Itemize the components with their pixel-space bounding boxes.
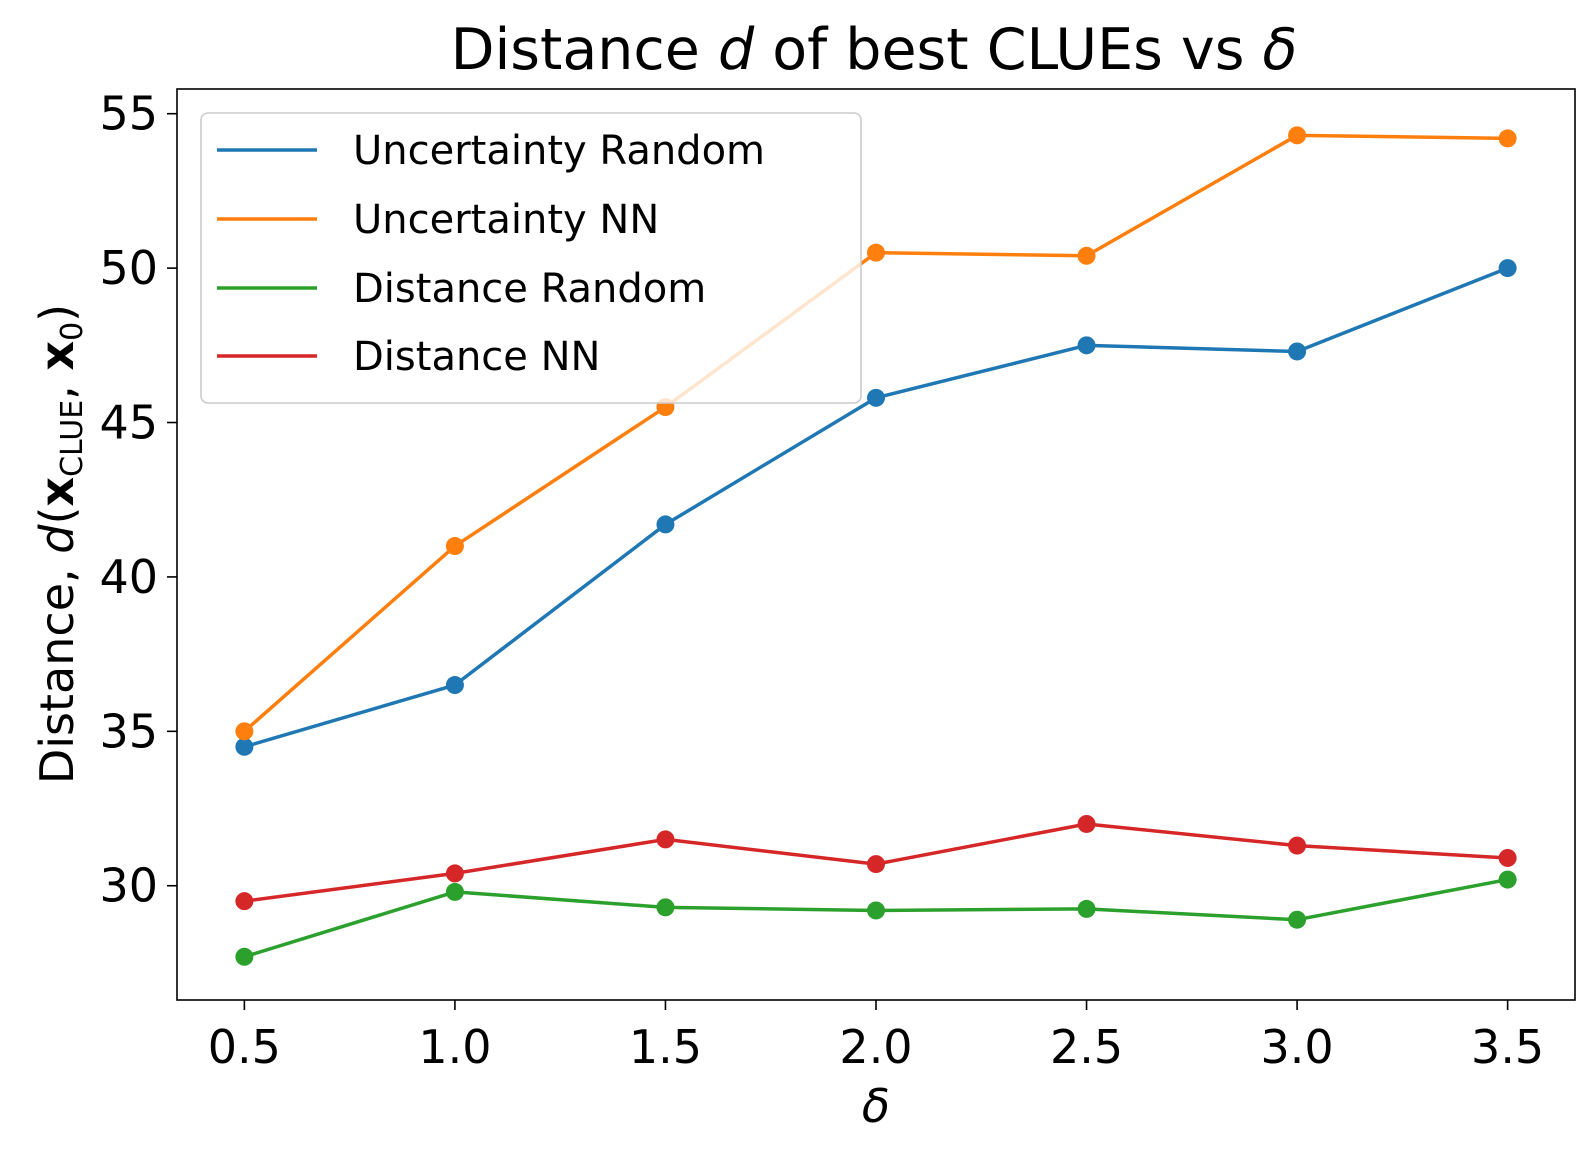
y-tick-label: 50 [99,241,158,295]
data-point [1077,246,1096,265]
data-point [1077,336,1096,355]
data-point [1288,342,1307,361]
legend-entry-distance-nn: Distance NN [217,334,600,380]
y-axis-label: Distance, d(xCLUE, x0) [30,304,90,784]
y-tick-label: 45 [99,396,158,450]
data-point [1498,848,1517,867]
data-point [445,882,464,901]
data-point [235,947,254,966]
data-point [445,676,464,695]
x-tick-label: 3.5 [1471,1020,1544,1074]
data-point [235,892,254,911]
y-tick-label: 35 [99,704,158,758]
data-point [1077,899,1096,918]
data-point [1288,126,1307,145]
legend-box [200,112,862,404]
data-point [445,864,464,883]
y-tick-label: 55 [99,87,158,141]
x-tick-label: 1.0 [418,1020,491,1074]
x-axis-label: δ [862,1079,890,1133]
data-point [235,722,254,741]
x-axis: 0.5 1.0 1.5 2.0 2.5 3.0 3.5 [208,1000,1544,1074]
series-layer [235,126,1517,966]
legend: Uncertainty Random Uncertainty NN Distan… [200,112,862,404]
data-point [445,537,464,556]
x-tick-label: 1.5 [629,1020,702,1074]
data-point [1498,129,1517,148]
legend-entry-uncertainty-random: Uncertainty Random [217,128,765,174]
data-point [235,737,254,756]
chart-title: Distance d of best CLUEs vs δ [451,17,1298,83]
x-tick-label: 2.5 [1050,1020,1123,1074]
legend-entry-distance-random: Distance Random [217,266,706,312]
plot-frame [176,88,1576,1001]
legend-label: Distance NN [353,334,600,380]
x-tick-label: 0.5 [208,1020,281,1074]
x-tick-label: 3.0 [1261,1020,1334,1074]
x-tick-label: 2.0 [839,1020,912,1074]
series-distance-nn [235,814,1517,911]
y-axis: 30 35 40 45 50 55 [99,87,177,913]
legend-label: Uncertainty Random [353,128,765,174]
y-tick-label: 40 [99,550,158,604]
data-point [867,855,885,874]
data-point [1498,259,1517,278]
legend-entry-uncertainty-nn: Uncertainty NN [217,197,659,243]
data-point [656,515,675,534]
data-point [867,388,885,407]
legend-label: Distance Random [353,266,706,312]
data-point [867,243,885,262]
data-point [867,901,885,920]
data-point [656,898,675,917]
series-uncertainty-nn [235,126,1517,741]
series-uncertainty-random [235,259,1517,756]
data-point [1498,870,1517,889]
y-tick-label: 30 [99,859,158,913]
data-point [656,830,675,849]
data-point [1288,836,1307,855]
data-point [1077,814,1096,833]
series-distance-random [235,870,1517,966]
legend-label: Uncertainty NN [353,197,659,243]
data-point [1288,910,1307,929]
